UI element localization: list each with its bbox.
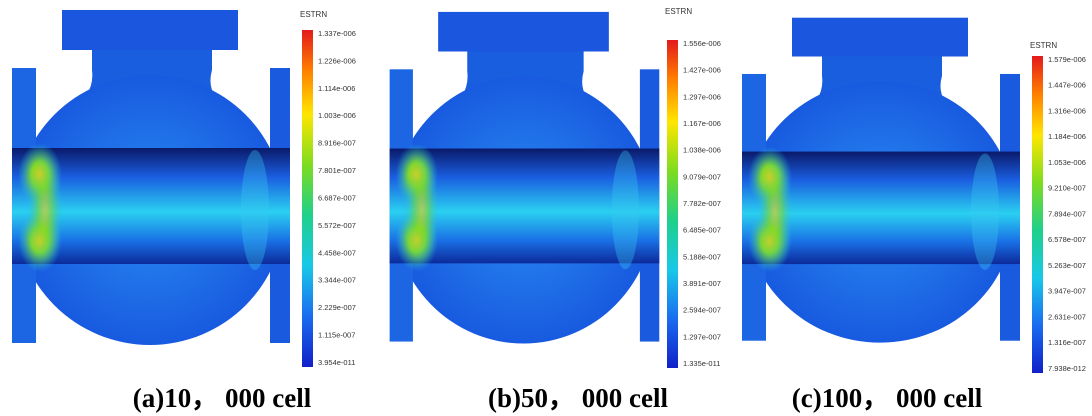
colorbar-label: 1.337e-006 [318, 29, 356, 38]
colorbar-label: 3.947e-007 [1048, 287, 1086, 296]
colorbar-label: 9.079e-007 [683, 172, 721, 181]
colorbar-label: 7.894e-007 [1048, 209, 1086, 218]
colorbar-label: 1.297e-007 [683, 332, 721, 341]
colorbar-label: 1.316e-006 [1048, 106, 1086, 115]
caption: (b)50， 000 cell [488, 383, 668, 413]
colorbar [667, 40, 678, 368]
colorbar-label: 7.801e-007 [318, 166, 356, 175]
colorbar-label: 9.210e-007 [1048, 184, 1086, 193]
colorbar-label: 7.938e-012 [1048, 364, 1086, 373]
colorbar-label: 2.229e-007 [318, 303, 356, 312]
colorbar-label: 8.916e-007 [318, 139, 356, 148]
colorbar-label: 6.578e-007 [1048, 235, 1086, 244]
colorbar-label: 5.572e-007 [318, 221, 356, 230]
colorbar-label: 1.115e-007 [318, 331, 355, 340]
legend-title: ESTRN [300, 10, 327, 19]
legend-title: ESTRN [665, 7, 692, 16]
colorbar-label: 1.579e-006 [1048, 55, 1086, 64]
colorbar-label: 1.038e-006 [683, 146, 721, 155]
colorbar-label: 1.053e-006 [1048, 158, 1086, 167]
colorbar-label: 1.184e-006 [1048, 132, 1086, 141]
colorbar [302, 30, 313, 367]
colorbar-label: 1.316e-007 [1048, 338, 1086, 347]
colorbar-label: 3.954e-011 [318, 358, 355, 367]
colorbar-label: 1.167e-006 [683, 119, 721, 128]
caption: (a)10， 000 cell [133, 383, 312, 413]
colorbar-label: 4.458e-007 [318, 248, 356, 257]
colorbar-label: 7.782e-007 [683, 199, 721, 208]
colorbar-label: 1.427e-006 [683, 66, 721, 75]
colorbar-label: 1.003e-006 [318, 111, 356, 120]
contour-plot [12, 10, 290, 345]
colorbar-label: 1.297e-006 [683, 92, 721, 101]
contour-plot [742, 18, 1020, 343]
colorbar-label: 3.891e-007 [683, 279, 721, 288]
colorbar-label: 1.556e-006 [683, 39, 721, 48]
colorbar-label: 3.344e-007 [318, 276, 356, 285]
colorbar-label: 1.335e-011 [683, 359, 720, 368]
colorbar-label: 1.447e-006 [1048, 81, 1086, 90]
colorbar-label: 1.226e-006 [318, 56, 356, 65]
colorbar-label: 2.631e-007 [1048, 312, 1086, 321]
colorbar-label: 1.114e-006 [318, 84, 355, 93]
contour-plot [390, 12, 660, 344]
colorbar-label: 5.188e-007 [683, 252, 721, 261]
caption: (c)100， 000 cell [792, 383, 983, 413]
colorbar-label: 6.687e-007 [318, 193, 356, 202]
colorbar-label: 6.485e-007 [683, 226, 721, 235]
colorbar-label: 2.594e-007 [683, 306, 721, 315]
figure: ESTRN 1.337e-006 1.226e-006 1.114e-006 1.003… [0, 0, 1092, 416]
colorbar-label: 5.263e-007 [1048, 261, 1086, 270]
legend-title: ESTRN [1030, 41, 1057, 50]
colorbar [1032, 56, 1043, 373]
